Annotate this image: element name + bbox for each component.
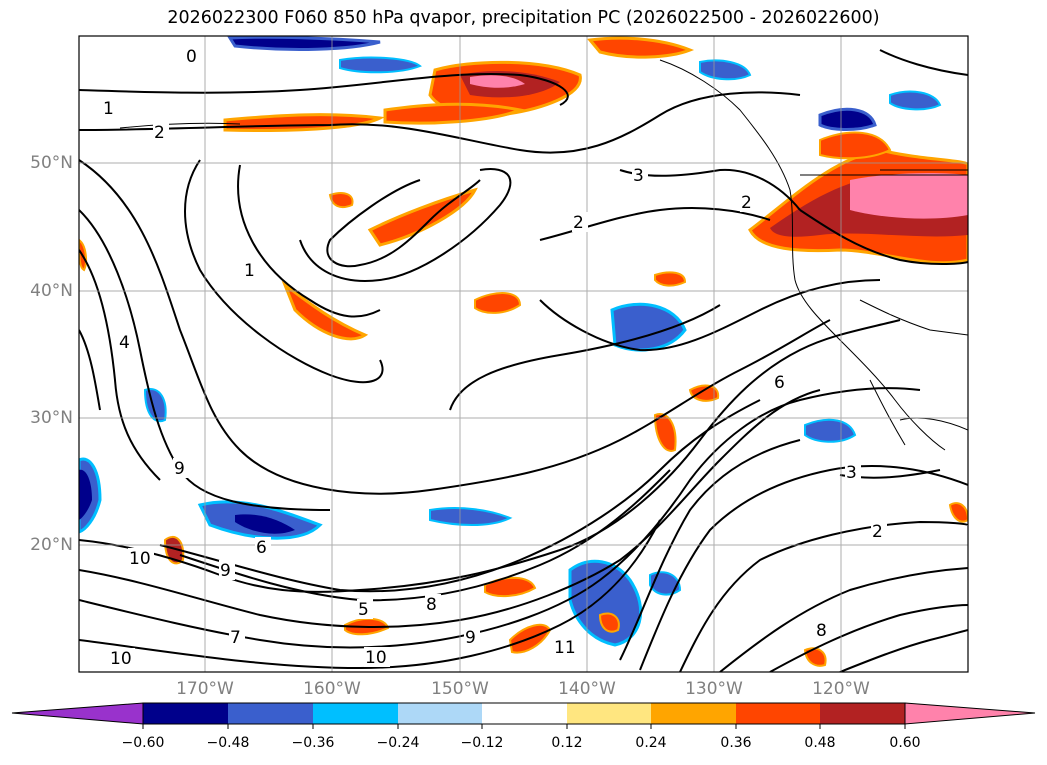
contour-label: 2 <box>154 123 165 143</box>
contour-label: 5 <box>358 600 369 620</box>
colorbar-extend-left <box>11 702 144 725</box>
contour-label: 2 <box>741 193 752 213</box>
colorbar-bin <box>143 703 228 724</box>
lat-label: 20°N <box>30 535 73 555</box>
contour-label: 4 <box>119 333 130 353</box>
lon-label: 150°W <box>431 679 489 699</box>
colorbar-tick-label: −0.48 <box>206 735 250 751</box>
colorbar-bin <box>736 703 820 724</box>
contour-label: 1 <box>103 99 114 119</box>
lat-label: 40°N <box>30 281 73 301</box>
contour-label: 6 <box>256 538 267 558</box>
contour-label: 9 <box>220 561 231 581</box>
contour-labels: 0 1 1 2 2 2 2 3 3 4 5 6 6 7 <box>102 46 887 669</box>
contour-label: 3 <box>633 166 644 186</box>
lat-label: 30°N <box>30 408 73 428</box>
colorbar-tick-label: 0.24 <box>635 735 667 751</box>
contour-label: 8 <box>816 621 827 641</box>
contour-label: 11 <box>554 638 576 658</box>
colorbar-tick-label: −0.12 <box>460 735 504 751</box>
coastline <box>119 59 968 451</box>
gridlines <box>79 36 968 672</box>
lon-label: 130°W <box>685 679 743 699</box>
contour-label: 2 <box>573 213 584 233</box>
qvapor-contours <box>79 49 968 672</box>
colorbar-bin <box>398 703 482 724</box>
colorbar-tick-label: 0.36 <box>720 735 752 751</box>
lon-label: 140°W <box>558 679 616 699</box>
contour-label: 8 <box>426 595 437 615</box>
lon-label: 160°W <box>303 679 361 699</box>
colorbar-tick-label: −0.24 <box>376 735 420 751</box>
colorbar-bin <box>567 703 651 724</box>
lon-label: 170°W <box>176 679 234 699</box>
map-area: 0 1 1 2 2 2 2 3 3 4 5 6 6 7 <box>79 36 968 672</box>
colorbar-bin <box>313 703 398 724</box>
page-title: 2026022300 F060 850 hPa qvapor, precipit… <box>167 8 880 28</box>
colorbar-tick-label: 0.48 <box>804 735 836 751</box>
colorbar-tick-label: 0.60 <box>889 735 921 751</box>
colorbar-extend-right <box>904 702 1036 725</box>
colorbar-bin <box>228 703 313 724</box>
contour-label: 7 <box>230 628 241 648</box>
colorbar-tick-label: −0.60 <box>121 735 165 751</box>
map-frame <box>78 35 969 673</box>
colorbar <box>11 702 1036 729</box>
colorbar-tick-label: 0.12 <box>551 735 583 751</box>
contour-label: 9 <box>465 628 476 648</box>
colorbar-bin <box>820 703 905 724</box>
contour-label: 9 <box>174 459 185 479</box>
contour-label: 6 <box>774 373 785 393</box>
contour-label: 10 <box>129 549 151 569</box>
colorbar-bin <box>651 703 736 724</box>
lon-label: 120°W <box>812 679 870 699</box>
contour-label: 0 <box>186 47 197 67</box>
contour-label: 10 <box>110 649 132 669</box>
colorbar-tick-label: −0.36 <box>291 735 335 751</box>
lat-label: 50°N <box>30 153 73 173</box>
colorbar-bin <box>482 703 567 724</box>
contour-label: 1 <box>244 261 255 281</box>
contour-label: 3 <box>846 463 857 483</box>
contour-label: 10 <box>365 648 387 668</box>
contour-label: 2 <box>872 522 883 542</box>
